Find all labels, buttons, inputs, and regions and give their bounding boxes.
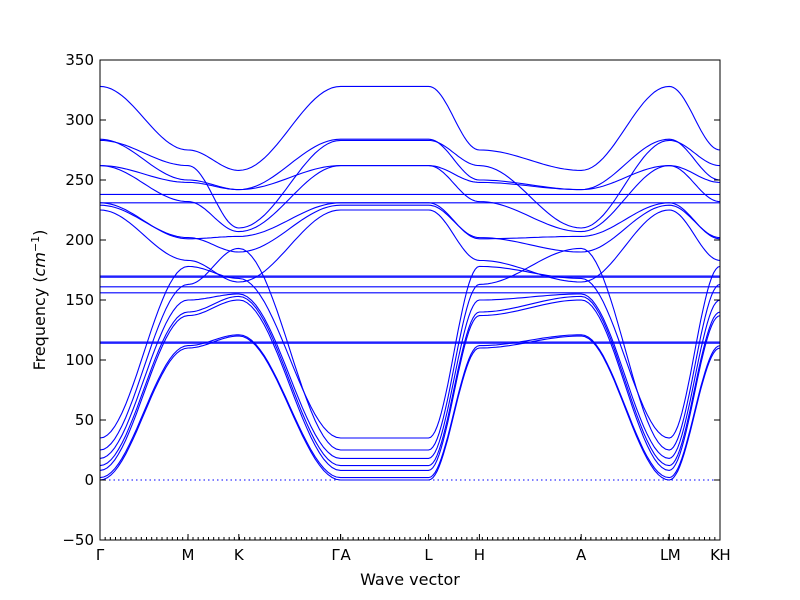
band-line bbox=[99, 265, 721, 439]
y-axis-ticks: −50 0 50 100 150 200 250 300 350 bbox=[62, 51, 720, 549]
x-tick-label: A bbox=[576, 546, 587, 564]
band-line bbox=[99, 138, 721, 191]
band-line bbox=[99, 139, 721, 229]
band-line bbox=[99, 165, 721, 233]
y-tick-label: 350 bbox=[65, 51, 94, 69]
x-tick-label: A bbox=[340, 546, 351, 564]
x-axis-label: Wave vector bbox=[360, 570, 460, 589]
x-tick-label: M bbox=[668, 546, 681, 564]
x-tick-label: L bbox=[424, 546, 433, 564]
y-axis-label: Frequency (cm−1) bbox=[29, 230, 49, 371]
x-tick-label: L bbox=[660, 546, 669, 564]
y-tick-label: 250 bbox=[65, 171, 94, 189]
band-line bbox=[99, 247, 721, 451]
y-tick-label: 200 bbox=[65, 231, 94, 249]
x-tick-label: Γ bbox=[331, 546, 340, 564]
band-lines bbox=[99, 85, 721, 481]
x-tick-label: K bbox=[710, 546, 721, 564]
band-line bbox=[99, 299, 721, 471]
band-line bbox=[99, 204, 721, 253]
y-tick-label: 150 bbox=[65, 291, 94, 309]
x-tick-label: H bbox=[474, 546, 485, 564]
band-line bbox=[99, 165, 721, 191]
x-tick-label: Γ bbox=[96, 546, 105, 564]
band-line bbox=[99, 209, 721, 283]
y-tick-label: 100 bbox=[65, 351, 94, 369]
x-tick-label: K bbox=[234, 546, 245, 564]
band-line bbox=[99, 202, 721, 240]
y-tick-label: −50 bbox=[62, 531, 94, 549]
y-tick-label: 50 bbox=[75, 411, 94, 429]
band-line bbox=[99, 85, 721, 171]
band-line bbox=[99, 293, 721, 459]
band-line bbox=[99, 295, 721, 467]
y-tick-label: 0 bbox=[84, 471, 94, 489]
x-tick-label: H bbox=[719, 546, 730, 564]
y-tick-label: 300 bbox=[65, 111, 94, 129]
x-tick-label: M bbox=[182, 546, 195, 564]
